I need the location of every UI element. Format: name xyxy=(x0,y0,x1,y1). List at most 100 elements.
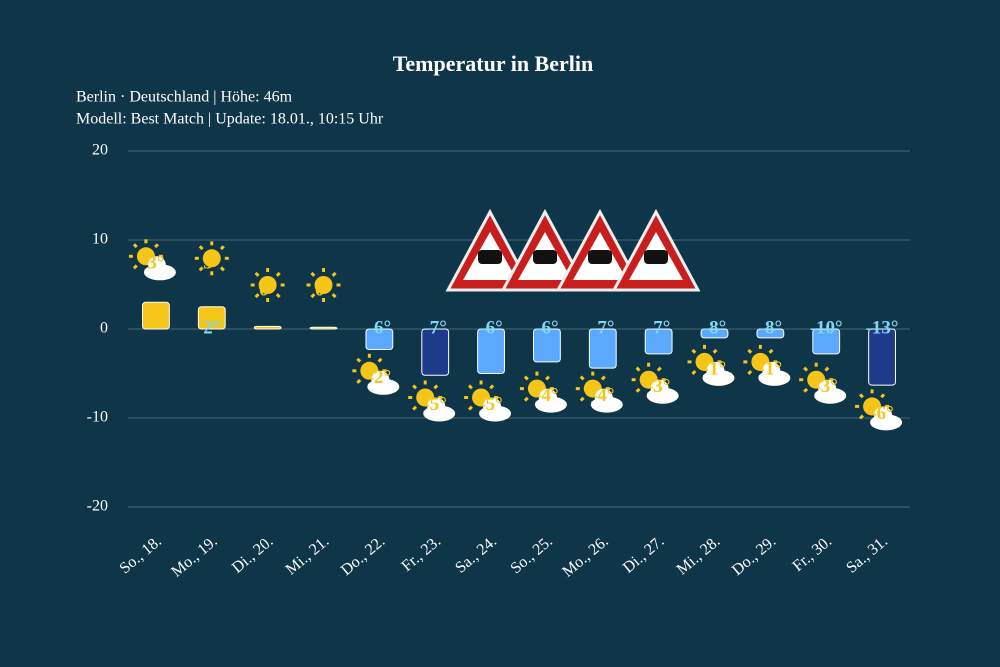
data-label: -4° xyxy=(591,385,614,406)
bar xyxy=(812,328,841,355)
data-label: -7° xyxy=(647,317,670,338)
weather-icon xyxy=(219,245,225,251)
weather-icon xyxy=(219,266,225,272)
weather-icon xyxy=(433,384,439,390)
bar xyxy=(700,328,729,339)
weather-icon xyxy=(427,397,446,416)
data-label: 0° xyxy=(315,279,332,300)
weather-icon xyxy=(545,375,551,381)
data-label: -3° xyxy=(814,376,837,397)
weather-icon xyxy=(818,379,837,398)
weather-icon xyxy=(880,393,886,399)
data-label: 3° xyxy=(203,253,220,274)
weather-icon xyxy=(600,375,606,381)
weather-icon xyxy=(412,405,418,411)
weather-icon xyxy=(691,370,697,375)
bar xyxy=(142,301,170,330)
weather-icon xyxy=(483,397,502,416)
weather-icon xyxy=(254,293,260,299)
bar xyxy=(421,328,450,376)
weather-icon xyxy=(275,293,281,299)
weather-icon xyxy=(356,378,362,384)
weather-icon xyxy=(202,249,221,268)
data-label: -2° xyxy=(368,367,391,388)
weather-icon xyxy=(747,348,753,354)
weather-icon xyxy=(635,387,641,393)
weather-icon xyxy=(331,293,337,299)
weather-icon xyxy=(371,370,390,389)
weather-icon xyxy=(762,361,781,380)
x-tick-label: Fr., 30. xyxy=(789,533,835,575)
x-tick-label: Mo., 19. xyxy=(168,533,220,581)
weather-icon xyxy=(858,393,864,399)
weather-icon xyxy=(706,361,725,380)
weather-icon xyxy=(874,406,893,425)
y-tick-label: 0 xyxy=(100,320,108,337)
weather-icon xyxy=(803,366,809,372)
data-label: -6° xyxy=(479,317,502,338)
data-label: -1° xyxy=(703,358,726,379)
weather-icon xyxy=(310,293,316,299)
weather-icon xyxy=(198,266,204,272)
x-tick-label: So., 25. xyxy=(507,533,555,577)
weather-icon xyxy=(147,256,166,275)
weather-icon xyxy=(467,384,473,390)
bar xyxy=(644,328,673,355)
x-tick-label: Di., 27. xyxy=(620,533,668,577)
x-tick-label: Sa., 31. xyxy=(843,533,891,577)
weather-icon xyxy=(824,366,830,372)
weather-icon xyxy=(656,366,662,372)
weather-icon xyxy=(412,384,418,390)
bar xyxy=(868,328,896,386)
bar xyxy=(253,325,282,330)
bar xyxy=(756,328,785,339)
data-label: -7° xyxy=(423,317,446,338)
x-tick-label: Di., 20. xyxy=(229,533,277,577)
data-label: -7° xyxy=(591,317,614,338)
data-label: 0° xyxy=(259,279,276,300)
weather-icon xyxy=(858,414,864,420)
x-tick-label: Do., 29. xyxy=(729,533,779,579)
x-tick-label: Mi., 21. xyxy=(283,533,333,579)
weather-icon xyxy=(523,375,529,381)
weather-icon xyxy=(198,245,204,251)
weather-icon xyxy=(523,396,529,402)
weather-icon xyxy=(747,370,753,375)
y-tick-label: 10 xyxy=(92,231,108,248)
weather-icon xyxy=(489,384,495,390)
bar xyxy=(309,326,338,330)
chart-title: Temperatur in Berlin xyxy=(393,51,593,76)
weather-icon xyxy=(254,271,260,277)
data-label: -5° xyxy=(479,394,502,415)
weather-icon xyxy=(712,348,718,354)
bar xyxy=(365,328,394,350)
weather-icon xyxy=(467,405,473,411)
weather-icon xyxy=(310,271,316,277)
weather-icon xyxy=(275,271,281,277)
weather-icon xyxy=(377,357,383,363)
data-label: -3° xyxy=(647,376,670,397)
weather-icon xyxy=(331,271,337,277)
x-tick-label: Do., 22. xyxy=(338,533,388,579)
weather-icon xyxy=(538,388,557,407)
weather-icon xyxy=(650,379,669,398)
data-label: -5° xyxy=(423,394,446,415)
x-tick-label: Mo., 26. xyxy=(559,533,611,581)
weather-icon xyxy=(768,348,774,354)
data-label: 3° xyxy=(147,253,164,274)
data-label: 2° xyxy=(203,317,220,338)
y-tick-label: -10 xyxy=(87,409,108,426)
weather-icon xyxy=(803,387,809,393)
weather-icon xyxy=(154,243,160,249)
weather-icon xyxy=(691,348,697,354)
weather-icon xyxy=(579,396,585,402)
data-label: -10° xyxy=(810,317,843,338)
bar xyxy=(197,306,226,330)
data-label: -6° xyxy=(368,317,391,338)
weather-icon xyxy=(356,357,362,363)
data-label: -6° xyxy=(535,317,558,338)
y-tick-label: -20 xyxy=(87,498,108,515)
data-label: -8° xyxy=(759,317,782,338)
data-label: -13° xyxy=(866,317,899,338)
